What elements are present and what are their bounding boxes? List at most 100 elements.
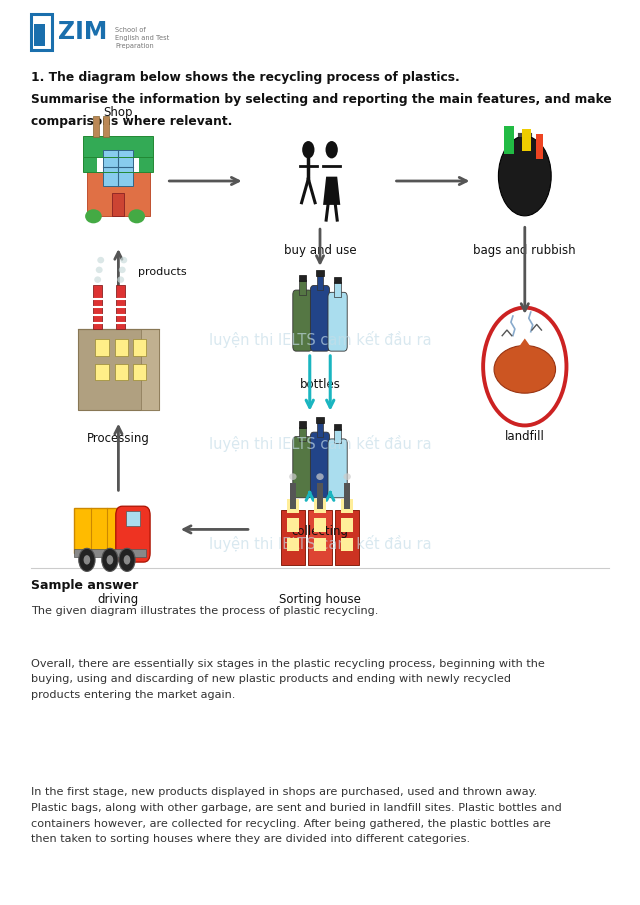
FancyBboxPatch shape [334,429,340,443]
FancyBboxPatch shape [334,277,342,283]
FancyBboxPatch shape [341,500,353,512]
FancyBboxPatch shape [341,519,353,532]
FancyBboxPatch shape [113,193,124,216]
FancyBboxPatch shape [314,500,326,512]
FancyBboxPatch shape [104,116,109,138]
FancyBboxPatch shape [334,282,340,297]
Ellipse shape [316,473,324,480]
Text: collecting: collecting [291,525,349,538]
Text: driving: driving [98,593,139,605]
FancyBboxPatch shape [341,538,353,551]
FancyBboxPatch shape [116,506,150,562]
Text: luyện thi IELTS cam kết đầu ra: luyện thi IELTS cam kết đầu ra [209,535,431,551]
Ellipse shape [344,473,351,480]
FancyBboxPatch shape [281,510,305,566]
FancyBboxPatch shape [317,275,323,290]
Circle shape [302,141,314,158]
FancyBboxPatch shape [78,329,159,410]
FancyBboxPatch shape [104,150,133,186]
Circle shape [483,308,566,425]
FancyBboxPatch shape [287,500,299,512]
FancyBboxPatch shape [115,339,128,356]
Text: The given diagram illustrates the process of plastic recycling.: The given diagram illustrates the proces… [31,606,378,616]
Ellipse shape [97,257,104,263]
Circle shape [124,555,131,565]
FancyBboxPatch shape [298,275,307,281]
Circle shape [102,548,118,571]
FancyBboxPatch shape [111,157,125,172]
FancyBboxPatch shape [87,157,150,216]
Ellipse shape [117,276,124,283]
Text: luyện thi IELTS cam kết đầu ra: luyện thi IELTS cam kết đầu ra [209,331,431,348]
FancyBboxPatch shape [334,424,342,430]
Circle shape [119,548,135,571]
FancyBboxPatch shape [141,329,159,410]
FancyBboxPatch shape [290,483,296,510]
Ellipse shape [96,267,102,273]
Polygon shape [511,338,539,358]
Circle shape [107,555,113,565]
FancyBboxPatch shape [125,157,140,172]
FancyBboxPatch shape [504,126,514,154]
Circle shape [84,555,90,565]
Text: Sorting house: Sorting house [279,593,361,605]
Text: Shop: Shop [104,107,133,119]
FancyBboxPatch shape [310,286,330,351]
Ellipse shape [94,276,101,283]
FancyBboxPatch shape [292,290,312,351]
FancyBboxPatch shape [310,433,330,498]
Text: Overall, there are essentially six stages in the plastic recycling process, begi: Overall, there are essentially six stage… [31,659,545,700]
FancyBboxPatch shape [300,281,306,295]
FancyBboxPatch shape [314,519,326,532]
Text: Preparation: Preparation [115,43,154,49]
Text: In the first stage, new products displayed in shops are purchased, used and thro: In the first stage, new products display… [31,787,561,844]
FancyBboxPatch shape [328,292,347,351]
FancyBboxPatch shape [287,538,299,551]
FancyBboxPatch shape [287,519,299,532]
FancyBboxPatch shape [140,157,154,172]
Text: bottles: bottles [300,378,340,391]
FancyBboxPatch shape [93,116,99,138]
FancyBboxPatch shape [316,416,324,423]
FancyBboxPatch shape [328,439,347,498]
Text: comparisons where relevant.: comparisons where relevant. [31,115,232,128]
Ellipse shape [120,257,127,263]
Ellipse shape [129,209,145,224]
Ellipse shape [289,473,296,480]
FancyBboxPatch shape [125,511,140,526]
FancyBboxPatch shape [314,538,326,551]
Text: 1. The diagram below shows the recycling process of plastics.: 1. The diagram below shows the recycling… [31,71,460,84]
Circle shape [326,141,338,158]
FancyBboxPatch shape [83,157,97,172]
FancyBboxPatch shape [317,483,323,510]
FancyBboxPatch shape [300,427,306,442]
FancyBboxPatch shape [316,270,324,277]
Ellipse shape [85,209,102,224]
Polygon shape [323,176,340,205]
Circle shape [79,548,95,571]
FancyBboxPatch shape [344,483,350,510]
FancyBboxPatch shape [116,285,125,329]
Ellipse shape [494,346,556,393]
FancyBboxPatch shape [536,134,543,158]
FancyBboxPatch shape [83,137,154,157]
Ellipse shape [499,136,551,216]
FancyBboxPatch shape [317,422,323,436]
Text: luyện thi IELTS cam kết đầu ra: luyện thi IELTS cam kết đầu ra [209,435,431,452]
Text: School of: School of [115,27,146,33]
FancyBboxPatch shape [133,364,147,380]
Text: Processing: Processing [87,432,150,444]
FancyBboxPatch shape [97,157,111,172]
FancyBboxPatch shape [292,437,312,498]
Text: Sample answer: Sample answer [31,579,138,592]
Text: products: products [138,266,186,277]
Text: buy and use: buy and use [284,244,356,257]
Text: English and Test: English and Test [115,34,170,41]
FancyBboxPatch shape [74,509,124,553]
Text: landfill: landfill [505,430,545,443]
FancyBboxPatch shape [74,549,145,557]
Text: ZIM: ZIM [58,20,107,44]
Text: bags and rubbish: bags and rubbish [474,244,576,257]
FancyBboxPatch shape [93,285,102,329]
FancyBboxPatch shape [298,422,307,428]
